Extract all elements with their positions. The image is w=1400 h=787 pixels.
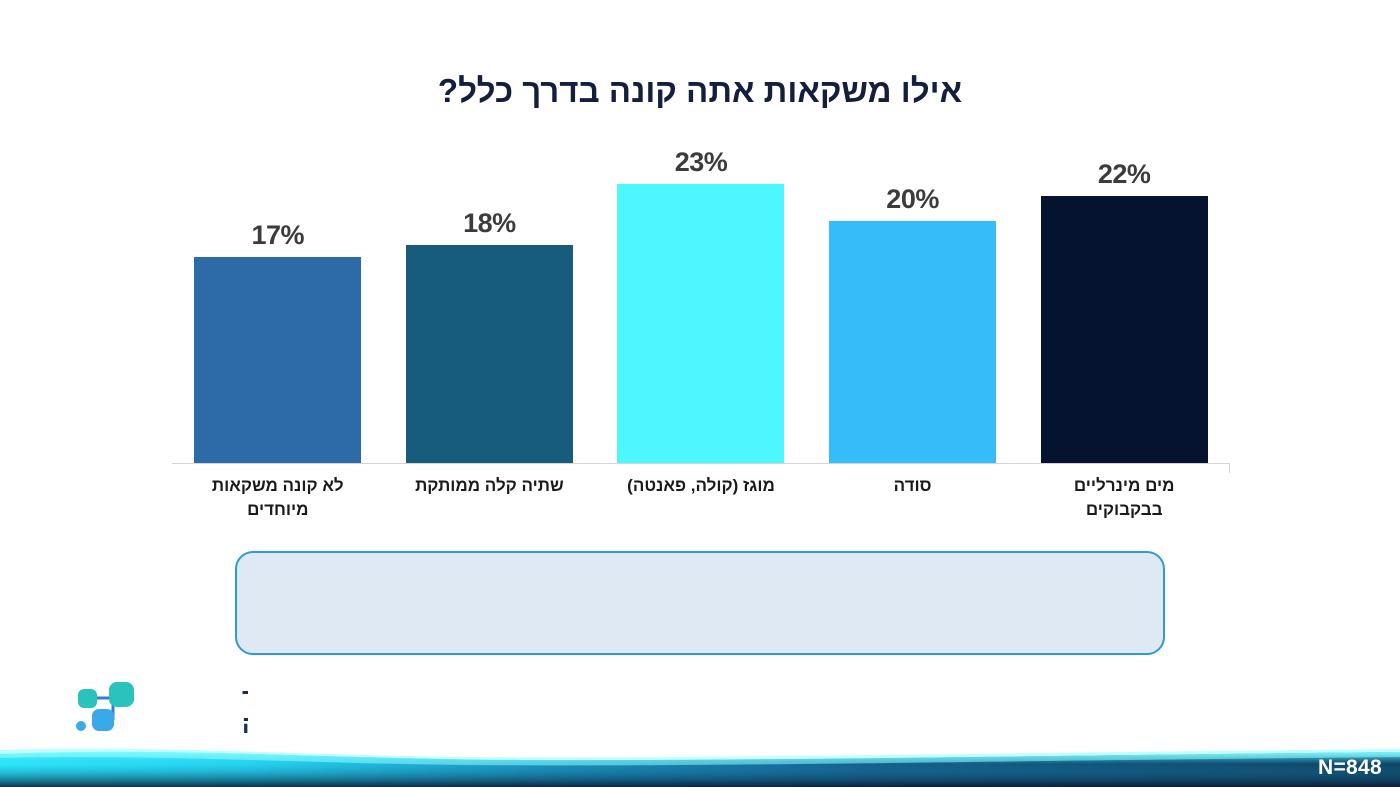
category-label-line: בבקבוקים xyxy=(1085,500,1163,520)
bar-value-label: 20% xyxy=(886,184,939,214)
bar-group[interactable]: 22% xyxy=(1018,159,1230,463)
bar-group[interactable]: 20% xyxy=(807,160,1019,463)
bar-rect[interactable] xyxy=(829,221,997,463)
footer-wave: N=848 xyxy=(0,745,1400,787)
category-label-line: מים מינרליים xyxy=(1073,476,1175,495)
x-axis-line xyxy=(172,463,1230,464)
bar-chart-bars: 17% 18% 23% 20% 22% xyxy=(172,147,1230,463)
bar-value-label: 17% xyxy=(251,220,305,250)
category-label: סודה xyxy=(807,474,1019,534)
bar-value-label: 18% xyxy=(463,208,516,238)
category-label-line: שתיה קלה ממותקת xyxy=(415,476,564,495)
bar-rect[interactable] xyxy=(1040,196,1208,463)
logo-text-line1: סופר xyxy=(242,684,248,712)
network-nodes-icon xyxy=(76,682,134,731)
category-label: שתיה קלה ממותקת xyxy=(384,474,596,534)
x-axis-category-labels: לא קונה משקאות מיוחדים שתיה קלה ממותקת מ… xyxy=(172,474,1230,534)
category-label: מוגז (קולה, פאנטה) xyxy=(595,474,807,534)
category-label-line: סודה xyxy=(893,476,932,495)
brand-logo[interactable]: סופר דאטה xyxy=(68,676,248,742)
bar-value-label: 22% xyxy=(1097,159,1151,189)
category-label-line: לא קונה משקאות xyxy=(211,476,344,495)
bar-rect[interactable] xyxy=(617,184,785,463)
bar-rect[interactable] xyxy=(405,245,573,463)
bar-rect[interactable] xyxy=(194,257,362,463)
page-title: אילו משקאות אתה קונה בדרך כלל? xyxy=(437,72,963,109)
category-label-line: מוגז (קולה, פאנטה) xyxy=(627,476,775,495)
callout-box[interactable] xyxy=(235,551,1165,655)
category-label: לא קונה משקאות מיוחדים xyxy=(172,474,384,534)
category-label: מים מינרליים בבקבוקים xyxy=(1018,474,1230,534)
bar-group[interactable]: 17% xyxy=(172,160,384,463)
bar-value-label: 23% xyxy=(674,147,728,177)
x-axis-end-tick xyxy=(1229,463,1230,473)
bar-group[interactable]: 23% xyxy=(595,147,807,463)
category-label-line: מיוחדים xyxy=(247,500,309,520)
bar-group[interactable]: 18% xyxy=(384,160,596,463)
logo-text-line2: דאטה xyxy=(242,711,248,739)
sample-size-badge: N=848 xyxy=(1318,756,1382,779)
